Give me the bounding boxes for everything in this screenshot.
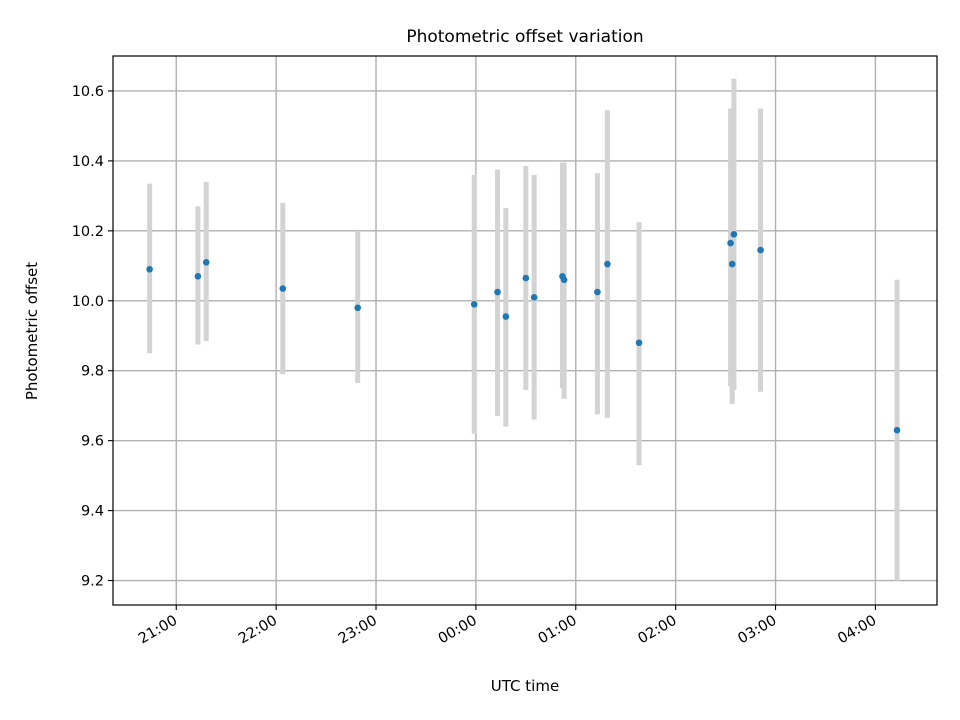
data-point — [728, 260, 736, 268]
data-point — [494, 288, 501, 296]
plot-area — [112, 55, 938, 606]
x-tick-label: 04:00 — [835, 613, 879, 648]
data-point — [522, 274, 530, 282]
data-point — [757, 246, 764, 254]
y-tick-label: 10.4 — [72, 154, 104, 170]
data-point — [893, 426, 901, 434]
y-tick-label: 10.2 — [72, 224, 104, 240]
x-tick-label: 21:00 — [136, 613, 180, 648]
x-axis-label: UTC time — [491, 677, 559, 695]
data-point — [560, 276, 568, 284]
y-axis-label: Photometric offset — [23, 262, 41, 400]
data-point — [202, 259, 210, 266]
y-tick-label: 9.4 — [81, 504, 104, 520]
y-tick-label: 9.8 — [81, 364, 104, 380]
x-tick-label: 22:00 — [236, 613, 280, 648]
data-point — [470, 300, 478, 308]
y-tick-label: 10.0 — [72, 294, 104, 310]
data-point — [146, 266, 153, 273]
data-points — [146, 231, 901, 434]
data-point — [635, 339, 643, 347]
x-tick-label: 23:00 — [336, 613, 380, 648]
data-point — [730, 231, 738, 238]
x-axis-ticks: 21:00 22:00 23:00 00:00 01:00 02:00 03:00 04:00 — [136, 605, 879, 647]
y-tick-label: 9.2 — [81, 574, 104, 590]
y-axis-ticks: 9.2 9.4 9.6 9.8 10.0 10.2 10.4 10.6 — [72, 84, 113, 590]
x-tick-label: 02:00 — [635, 613, 679, 648]
error-bars — [147, 78, 900, 581]
x-tick-label: 03:00 — [735, 613, 779, 648]
chart-title: Photometric offset variation — [406, 27, 643, 47]
y-tick-label: 9.6 — [81, 434, 104, 450]
data-point — [354, 304, 362, 312]
data-point — [502, 313, 510, 320]
data-point — [604, 260, 611, 268]
data-point — [194, 272, 202, 280]
x-tick-label: 01:00 — [536, 613, 580, 648]
y-tick-label: 10.6 — [72, 84, 104, 100]
plot-frame — [112, 55, 938, 606]
data-point — [279, 285, 287, 292]
data-point — [530, 293, 538, 301]
data-point — [594, 288, 601, 296]
x-tick-label: 00:00 — [436, 613, 480, 648]
data-point — [727, 239, 734, 247]
